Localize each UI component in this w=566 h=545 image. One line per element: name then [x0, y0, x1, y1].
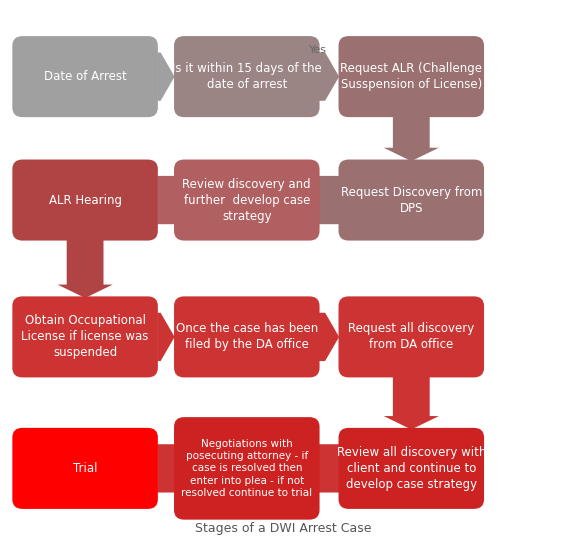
Polygon shape: [319, 313, 339, 361]
Text: Obtain Occupational
License if license was
suspended: Obtain Occupational License if license w…: [22, 314, 149, 359]
FancyBboxPatch shape: [338, 428, 484, 509]
Text: Negotiations with
posecuting attorney - if
case is resolved then
enter into plea: Negotiations with posecuting attorney - …: [181, 439, 312, 498]
Text: Is it within 15 days of the
date of arrest: Is it within 15 days of the date of arre…: [172, 62, 321, 91]
FancyBboxPatch shape: [338, 160, 484, 240]
Polygon shape: [157, 444, 188, 493]
FancyBboxPatch shape: [338, 296, 484, 378]
FancyBboxPatch shape: [12, 160, 158, 240]
Polygon shape: [319, 52, 339, 101]
Text: Request Discovery from
DPS: Request Discovery from DPS: [341, 185, 482, 215]
FancyBboxPatch shape: [12, 296, 158, 378]
FancyBboxPatch shape: [174, 36, 320, 117]
Polygon shape: [58, 239, 113, 298]
FancyBboxPatch shape: [174, 160, 320, 240]
Polygon shape: [384, 116, 439, 161]
FancyBboxPatch shape: [12, 36, 158, 117]
Text: Yes: Yes: [309, 45, 327, 55]
FancyBboxPatch shape: [12, 428, 158, 509]
Text: Review all discovery with
client and continue to
develop case strategy: Review all discovery with client and con…: [337, 446, 486, 491]
Polygon shape: [157, 313, 174, 361]
Polygon shape: [384, 376, 439, 429]
Text: Request all discovery
from DA office: Request all discovery from DA office: [348, 323, 474, 352]
FancyBboxPatch shape: [174, 417, 320, 519]
Text: Trial: Trial: [73, 462, 97, 475]
Polygon shape: [319, 176, 353, 224]
Text: Stages of a DWI Arrest Case: Stages of a DWI Arrest Case: [195, 523, 371, 536]
Polygon shape: [157, 52, 174, 101]
Text: Review discovery and
further  develop case
strategy: Review discovery and further develop cas…: [182, 178, 311, 222]
Polygon shape: [319, 444, 353, 493]
Text: Request ALR (Challenge
Susspension of License): Request ALR (Challenge Susspension of Li…: [340, 62, 482, 91]
Text: ALR Hearing: ALR Hearing: [49, 193, 122, 207]
Text: Date of Arrest: Date of Arrest: [44, 70, 126, 83]
Text: Once the case has been
filed by the DA office: Once the case has been filed by the DA o…: [175, 323, 318, 352]
Polygon shape: [157, 176, 188, 224]
FancyBboxPatch shape: [174, 296, 320, 378]
FancyBboxPatch shape: [338, 36, 484, 117]
